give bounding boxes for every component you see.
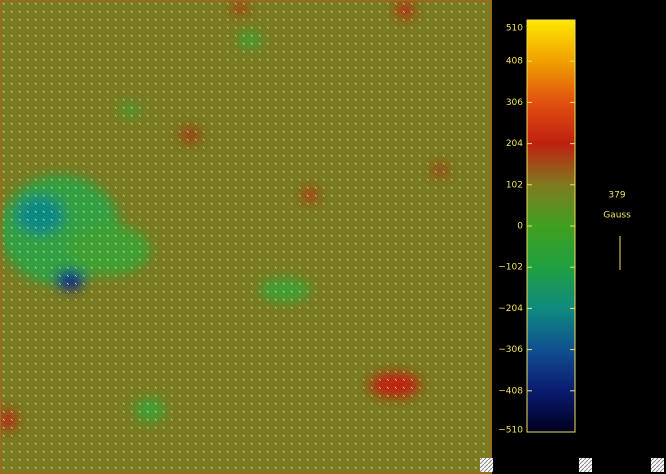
colorbar-tick-label: 204 <box>506 139 523 149</box>
resize-handle[interactable] <box>480 458 493 472</box>
colorbar-tick-label: −102 <box>498 263 523 273</box>
colorbar-tick-label: 102 <box>506 180 523 190</box>
colorbar-tick-label: −408 <box>498 386 523 396</box>
colorbar-tick-label: −204 <box>498 304 523 314</box>
resize-handle[interactable] <box>579 458 592 472</box>
colorbar-tick-label: −510 <box>498 426 523 436</box>
resize-handle[interactable] <box>651 458 664 472</box>
colorbar: 510 408 306 204 102 0 −102 −204 −306 −408 −510 <box>498 19 576 436</box>
colorbar-tick-label: 408 <box>506 57 523 67</box>
magnetogram <box>0 0 492 474</box>
colorbar-tick-label: 510 <box>506 24 523 34</box>
colorbar-tick-label: −306 <box>498 345 523 355</box>
colorbar-tick-label: 0 <box>517 222 523 232</box>
colorbar-gradient <box>526 19 576 433</box>
colorbar-tick-label: 306 <box>506 98 523 108</box>
vector-scale-unit: Gauss <box>603 211 631 221</box>
vector-scale-value: 379 <box>608 191 625 201</box>
